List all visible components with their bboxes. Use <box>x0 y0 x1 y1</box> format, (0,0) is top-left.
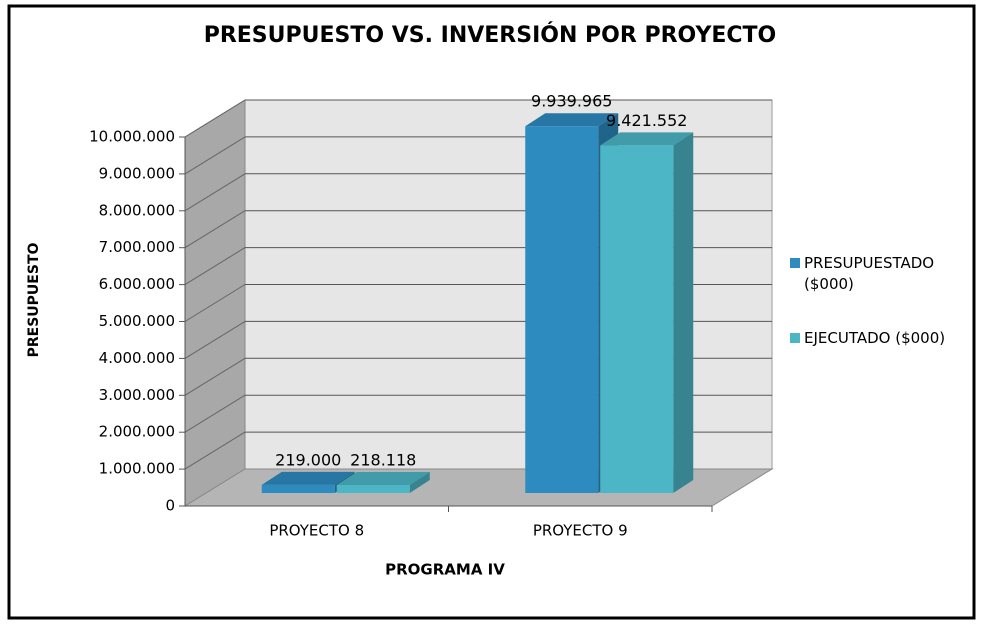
legend-label: EJECUTADO ($000) <box>804 329 946 347</box>
bar <box>336 484 410 493</box>
bar-top <box>261 471 355 485</box>
legend-label: PRESUPUESTADO ($000) <box>804 254 935 293</box>
y-tick-label: 0 <box>165 497 175 515</box>
y-tick-label: 4.000.000 <box>99 349 175 367</box>
x-axis-label: PROGRAMA IV <box>385 561 505 579</box>
y-tick-label: 5.000.000 <box>99 312 175 330</box>
bar-side <box>673 132 694 493</box>
value-label: 9.421.552 <box>606 111 687 130</box>
x-tick-label: PROYECTO 8 <box>269 522 364 540</box>
value-label: 218.118 <box>350 450 416 469</box>
y-tick-label: 8.000.000 <box>99 201 175 219</box>
grid-line <box>184 210 246 249</box>
bar <box>261 484 335 493</box>
grid-line <box>184 431 246 470</box>
grid-line <box>184 247 246 286</box>
y-tick-label: 9.000.000 <box>99 164 175 182</box>
bar-side <box>409 471 430 493</box>
y-tick-label: 2.000.000 <box>99 423 175 441</box>
value-label: 219.000 <box>275 450 341 469</box>
legend-swatch <box>790 333 800 343</box>
bar-top <box>336 471 430 485</box>
grid-line <box>184 136 246 175</box>
grid-line <box>184 99 246 138</box>
bar <box>525 126 599 493</box>
bar-top <box>600 132 694 146</box>
grid-line <box>184 173 246 212</box>
x-tick-label: PROYECTO 9 <box>533 522 628 540</box>
value-label: 9.939.965 <box>531 92 612 111</box>
y-tick-label: 3.000.000 <box>99 386 175 404</box>
y-tick-label: 6.000.000 <box>99 275 175 293</box>
y-axis-label: PRESUPUESTO <box>26 243 42 358</box>
grid-line <box>184 394 246 433</box>
legend-swatch <box>790 258 800 268</box>
y-tick-label: 7.000.000 <box>99 238 175 256</box>
bar-top <box>525 113 619 127</box>
chart-title: PRESUPUESTO VS. INVERSIÓN POR PROYECTO <box>204 22 777 48</box>
grid-line <box>184 284 246 322</box>
grid-line <box>184 320 246 359</box>
y-tick-label: 1.000.000 <box>99 460 175 478</box>
y-tick-label: 10.000.000 <box>89 128 175 146</box>
bar <box>600 145 674 493</box>
grid-line <box>184 357 246 396</box>
